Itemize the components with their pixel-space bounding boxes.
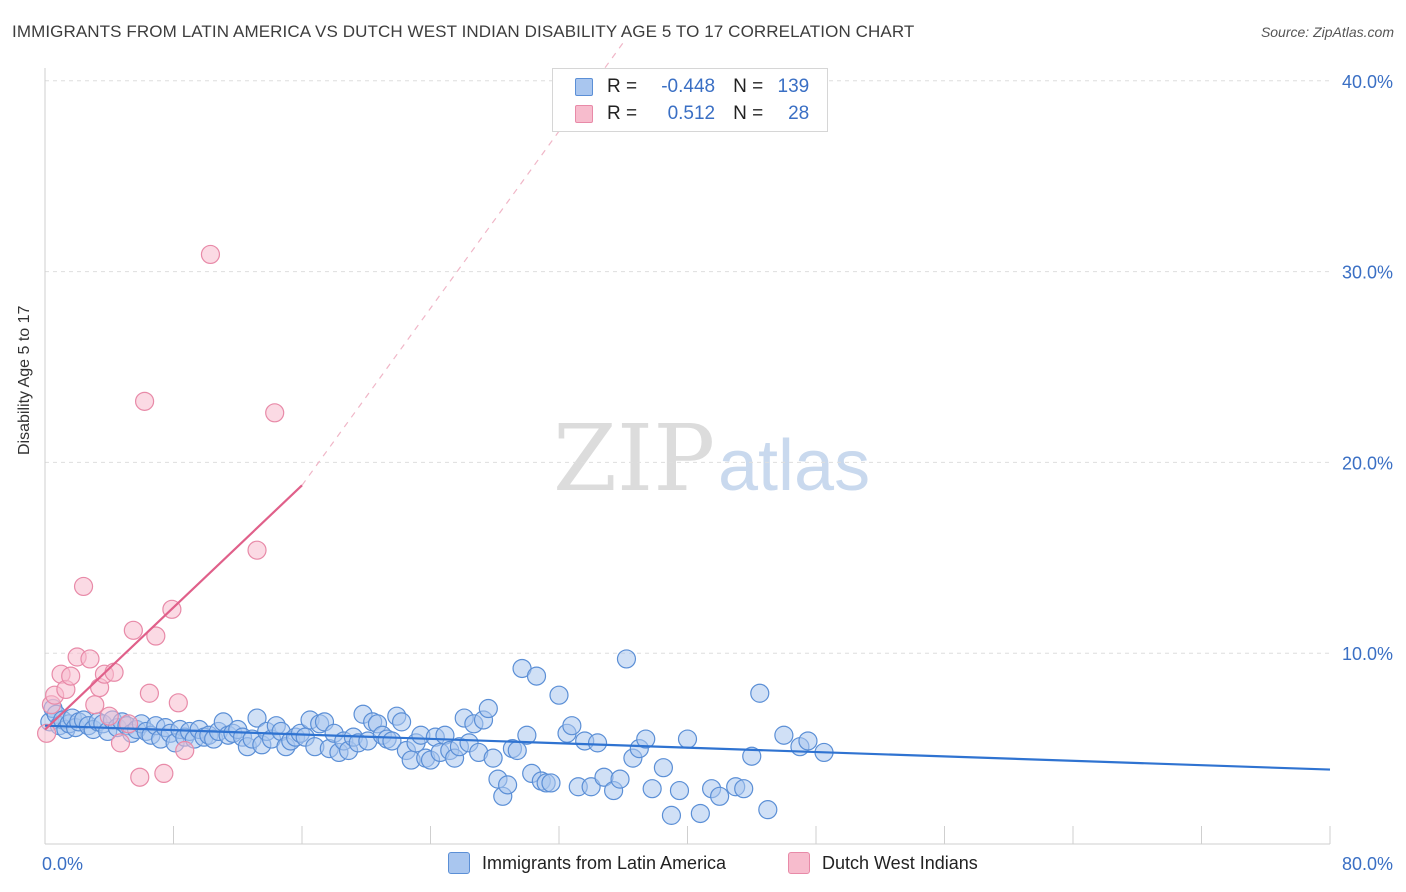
latin-america-point	[562, 716, 582, 736]
n-label: N =	[733, 103, 764, 124]
latin-america-point	[581, 777, 601, 797]
dutch-west-indian-point	[123, 620, 143, 640]
latin-america-point	[526, 666, 547, 686]
legend-row-latin-america: R = -0.448 N = 139	[575, 74, 809, 100]
latin-america-point	[734, 779, 754, 799]
dutch-west-indian-point	[200, 244, 221, 265]
dutch-west-indian-point	[168, 693, 188, 713]
latin-america-point	[677, 729, 698, 749]
latin-america-trendline	[44, 724, 1331, 771]
source-label: Source: ZipAtlas.com	[1260, 24, 1394, 40]
dutch-west-indian-point	[175, 740, 195, 761]
latin-america-point	[478, 698, 498, 719]
latin-america-point	[636, 729, 656, 749]
latin-america-point	[750, 683, 770, 703]
n-value: 28	[788, 103, 810, 124]
dutch-west-indian-point	[73, 576, 94, 597]
latin-america-point	[517, 725, 537, 745]
dutch-west-indian-point	[247, 540, 267, 560]
n-label: N =	[733, 76, 764, 97]
watermark-zip: ZIP	[553, 405, 715, 512]
watermark-atlas: atlas	[718, 426, 870, 506]
y-tick-label: 30.0%	[1342, 263, 1393, 283]
latin-america-point	[642, 779, 662, 799]
latin-america-point	[391, 712, 412, 732]
r-label: R =	[607, 103, 638, 124]
latin-america-point	[541, 773, 561, 793]
latin-america-point	[742, 746, 762, 766]
dutch-west-indian-point	[130, 767, 150, 787]
latin-america-point	[610, 769, 630, 789]
latin-america-point	[710, 786, 730, 806]
latin-america-point	[669, 780, 690, 801]
dutch-west-indian-trendline	[44, 484, 303, 731]
dutch-west-indian-point	[146, 626, 166, 646]
pink-swatch	[788, 852, 810, 874]
dutch-west-indian-point	[61, 666, 81, 686]
r-value: 0.512	[667, 103, 716, 124]
latin-america-point	[774, 725, 794, 745]
dutch-west-indian-point	[134, 391, 155, 411]
latin-america-point	[549, 685, 569, 705]
latin-america-point	[758, 800, 778, 820]
latin-america-point	[247, 708, 267, 728]
latin-america-point	[587, 733, 608, 753]
x-tick-label-max: 80.0%	[1342, 854, 1393, 874]
y-tick-label: 10.0%	[1342, 644, 1393, 664]
dutch-west-indian-point	[85, 695, 105, 715]
blue-swatch	[575, 78, 593, 96]
series-legend-dutch-west-indians: Dutch West Indians	[788, 852, 978, 874]
y-axis-label: Disability Age 5 to 17	[16, 305, 33, 455]
latin-america-point	[498, 775, 518, 795]
r-label: R =	[607, 76, 638, 97]
dutch-west-indian-point	[118, 714, 139, 734]
latin-america-point	[798, 731, 818, 751]
correlation-legend: R = -0.448 N = 139 R = 0.512 N = 28	[552, 68, 828, 132]
latin-america-point	[653, 758, 674, 778]
dutch-west-indian-point	[99, 706, 119, 726]
latin-america-point	[661, 805, 682, 825]
r-value: -0.448	[661, 76, 716, 97]
blue-swatch	[448, 852, 470, 874]
series-legend-latin-america: Immigrants from Latin America	[448, 852, 726, 874]
dutch-west-indian-point	[265, 403, 285, 423]
dutch-west-indian-point	[104, 662, 124, 682]
chart-title: IMMIGRANTS FROM LATIN AMERICA VS DUTCH W…	[12, 22, 915, 41]
dutch-west-indian-point	[80, 649, 100, 669]
dutch-west-indian-point	[154, 763, 174, 784]
dutch-west-indian-point	[139, 683, 160, 703]
series-legend-label: Dutch West Indians	[822, 852, 978, 873]
dutch-west-indian-point	[37, 723, 57, 743]
y-tick-label: 20.0%	[1342, 453, 1393, 473]
latin-america-point	[483, 748, 503, 768]
series-legend: Immigrants from Latin America Dutch West…	[0, 852, 1406, 878]
pink-swatch	[575, 105, 593, 123]
y-tick-label: 40.0%	[1342, 72, 1393, 92]
latin-america-point	[616, 649, 637, 669]
x-tick-label-min: 0.0%	[42, 854, 83, 874]
latin-america-point	[690, 803, 710, 824]
n-value: 139	[777, 76, 810, 97]
series-legend-label: Immigrants from Latin America	[482, 852, 727, 873]
legend-row-dutch-west-indians: R = 0.512 N = 28	[575, 101, 809, 127]
dutch-west-indian-point	[110, 733, 131, 753]
